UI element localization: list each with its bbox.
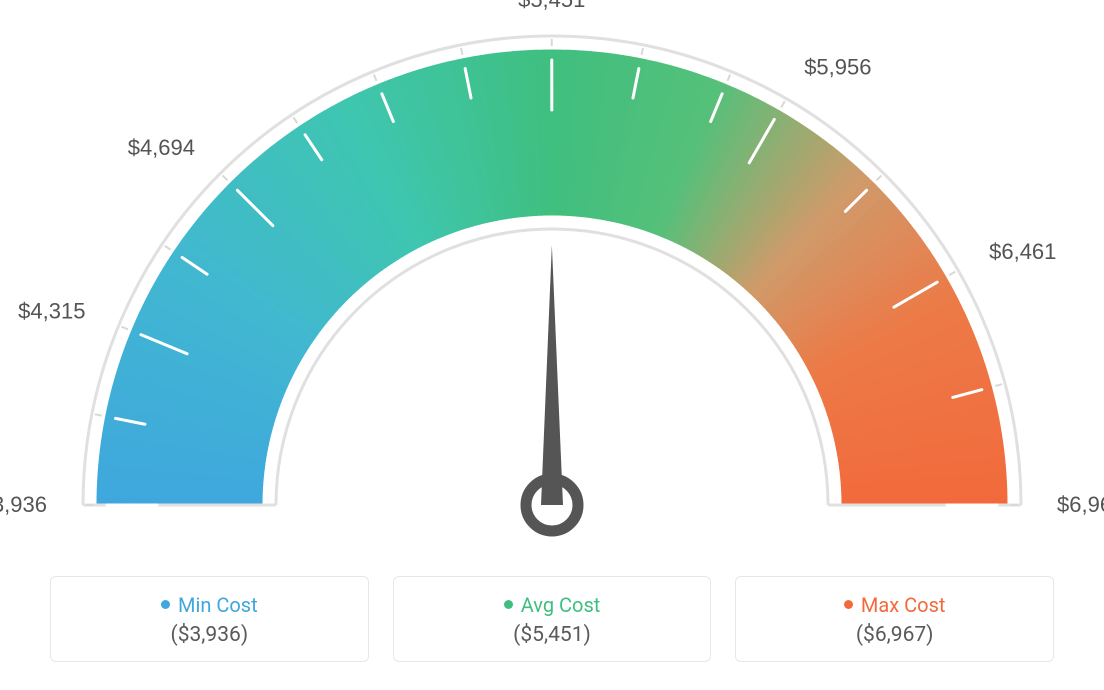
gauge-tick-label: $6,461 — [989, 239, 1056, 264]
legend-value-max: ($6,967) — [746, 623, 1043, 647]
gauge-tick-label: $5,956 — [804, 54, 871, 79]
legend-card-min: Min Cost ($3,936) — [50, 576, 369, 662]
gauge-tick-label: $4,694 — [128, 135, 195, 160]
gauge-tick-label: $4,315 — [18, 299, 85, 324]
gauge-needle — [541, 245, 563, 505]
legend-dot-avg — [504, 600, 513, 609]
gauge-tick-label: $5,451 — [518, 0, 585, 12]
legend-dot-max — [844, 600, 853, 609]
legend-label-max: Max Cost — [861, 593, 946, 617]
legend-title-max: Max Cost — [746, 593, 1043, 617]
legend-value-avg: ($5,451) — [404, 623, 701, 647]
legend-title-min: Min Cost — [61, 593, 358, 617]
legend-dot-min — [161, 600, 170, 609]
legend-card-avg: Avg Cost ($5,451) — [393, 576, 712, 662]
legend-title-avg: Avg Cost — [404, 593, 701, 617]
legend-row: Min Cost ($3,936) Avg Cost ($5,451) Max Cost… — [50, 576, 1054, 662]
legend-label-min: Min Cost — [178, 593, 258, 617]
legend-label-avg: Avg Cost — [521, 593, 601, 617]
gauge-tick-label: $6,967 — [1057, 492, 1104, 517]
legend-card-max: Max Cost ($6,967) — [735, 576, 1054, 662]
gauge-tick-label: $3,936 — [0, 492, 47, 517]
legend-value-min: ($3,936) — [61, 623, 358, 647]
